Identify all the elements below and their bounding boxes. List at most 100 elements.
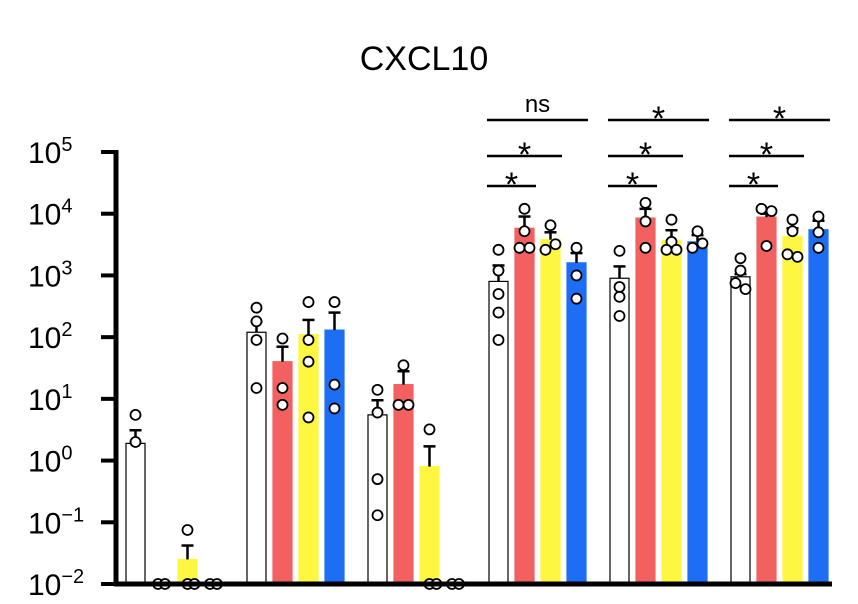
- data-point: [639, 215, 652, 228]
- data-point: [812, 210, 825, 223]
- data-point: [570, 292, 583, 305]
- data-point: [660, 243, 673, 256]
- data-point: [302, 355, 315, 368]
- data-point: [492, 243, 505, 256]
- data-point: [371, 509, 384, 522]
- data-point: [686, 241, 699, 254]
- significance-label: *: [626, 166, 639, 204]
- data-point: [492, 264, 505, 277]
- bar: [514, 227, 535, 585]
- data-point: [786, 225, 799, 238]
- data-point: [734, 252, 747, 265]
- y-axis: 10−2 10−1 100 101 102 103 104 105: [28, 134, 119, 602]
- data-point: [492, 306, 505, 319]
- y-tick-label: 103: [28, 257, 73, 293]
- bar: [808, 229, 829, 585]
- data-point: [665, 213, 678, 226]
- significance-layer: **ns******: [487, 91, 830, 204]
- bar: [756, 216, 777, 585]
- data-point: [791, 250, 804, 263]
- data-point: [812, 241, 825, 254]
- bar: [393, 384, 414, 585]
- data-point: [276, 398, 289, 411]
- data-point: [302, 334, 315, 346]
- data-point: [250, 315, 263, 328]
- significance-label: *: [639, 136, 652, 174]
- data-point: [639, 196, 652, 209]
- data-point: [250, 301, 263, 314]
- bar: [246, 331, 267, 585]
- data-point: [276, 332, 289, 345]
- data-point: [250, 382, 263, 394]
- data-point: [613, 290, 626, 303]
- significance-label: *: [652, 100, 665, 138]
- significance-label: *: [773, 100, 786, 138]
- data-point: [781, 248, 794, 261]
- data-point: [765, 205, 778, 218]
- bar: [609, 277, 630, 585]
- bar: [730, 276, 751, 585]
- chart-title: CXCL10: [360, 40, 489, 78]
- bars-layer: [125, 216, 829, 585]
- bar: [125, 442, 146, 585]
- data-point: [392, 398, 405, 411]
- data-point: [518, 202, 531, 215]
- bar: [488, 280, 509, 585]
- error-bars-layer: [129, 207, 825, 560]
- data-point: [492, 288, 505, 300]
- data-point: [371, 383, 384, 396]
- data-point: [544, 219, 557, 232]
- y-tick-label: 10−1: [28, 504, 84, 540]
- data-point: [613, 281, 626, 293]
- data-point: [696, 237, 709, 250]
- data-point: [250, 334, 263, 346]
- data-point: [276, 382, 289, 394]
- data-point: [570, 269, 583, 282]
- bar: [419, 465, 440, 585]
- y-tick-label: 102: [28, 319, 73, 355]
- data-point: [371, 473, 384, 486]
- bar: [782, 235, 803, 585]
- data-point: [129, 408, 142, 421]
- significance-label: *: [518, 136, 531, 174]
- data-point: [402, 398, 415, 411]
- bar: [661, 239, 682, 585]
- data-points-layer: [129, 196, 825, 590]
- data-point: [739, 283, 752, 296]
- bar: [272, 361, 293, 585]
- data-point: [729, 277, 742, 290]
- y-tick-label: 105: [28, 134, 73, 170]
- bar: [566, 262, 587, 585]
- data-point: [613, 310, 626, 322]
- data-point: [397, 359, 410, 372]
- bar: [367, 414, 388, 585]
- data-point: [181, 524, 194, 536]
- data-point: [812, 226, 825, 239]
- data-point: [549, 238, 562, 251]
- data-point: [513, 241, 526, 254]
- data-point: [371, 406, 384, 419]
- data-point: [691, 225, 704, 238]
- significance-label: *: [747, 166, 760, 204]
- data-point: [129, 436, 142, 448]
- data-point: [518, 225, 531, 238]
- data-point: [786, 213, 799, 226]
- bar: [540, 239, 561, 585]
- data-point: [328, 296, 341, 308]
- y-tick-label: 104: [28, 196, 73, 232]
- bar: [687, 241, 708, 585]
- significance-label: *: [505, 166, 518, 204]
- data-point: [328, 378, 341, 391]
- y-tick-label: 10−2: [28, 566, 84, 602]
- data-point: [734, 264, 747, 277]
- bar: [324, 329, 345, 585]
- data-point: [539, 243, 552, 256]
- data-point: [760, 240, 773, 252]
- data-point: [302, 411, 315, 424]
- data-point: [755, 202, 768, 215]
- data-point: [613, 244, 626, 257]
- data-point: [328, 402, 341, 415]
- bar: [298, 333, 319, 585]
- data-point: [523, 241, 536, 254]
- data-point: [492, 334, 505, 346]
